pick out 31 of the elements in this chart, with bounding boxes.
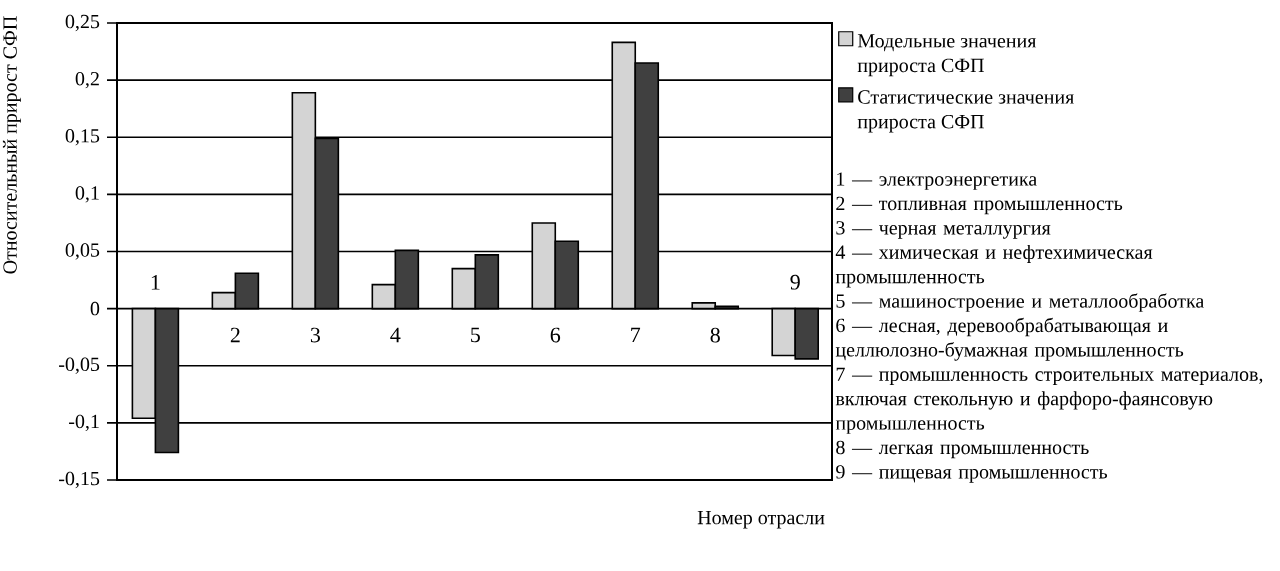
text: 3 — черная металлургия xyxy=(836,221,1051,239)
y-tick-label: -0,1 xyxy=(69,414,99,432)
text: 6 — лесная, деревообрабатывающая и целлюлозно-бумажная промышленность xyxy=(835,317,1184,361)
x-tick-label: 1 xyxy=(151,275,160,290)
text: 9 — пищевая промышленность xyxy=(836,465,1108,483)
text: 5 — машиностроение и металлообработка xyxy=(836,293,1205,312)
text: 7 — промышленность строительных материалов, включая стекольную и фарфоро-фаянсовую промышленность xyxy=(835,367,1263,434)
x-tick-label: 2 xyxy=(230,327,240,343)
text: 8 — легкая промышленность xyxy=(836,440,1089,459)
text: 1 — электроэнергетика xyxy=(837,172,1037,190)
x-tick-label: 6 xyxy=(550,327,561,343)
x-axis-title: Номер отрасли xyxy=(697,511,825,529)
x-tick-label: 8 xyxy=(710,327,720,343)
x-tick-label: 4 xyxy=(390,327,401,343)
y-tick-label: -0,15 xyxy=(59,471,100,489)
y-tick-label: 0,05 xyxy=(65,243,100,260)
y-tick-label: 0,2 xyxy=(75,71,99,89)
text: 4 — химическая и нефтехимическая промышленность xyxy=(835,244,1153,288)
y-axis-title: Относительный прирост СФП xyxy=(2,16,21,274)
y-tick-label: 0,25 xyxy=(65,14,100,32)
x-tick-label: 7 xyxy=(631,327,641,343)
x-tick-label: 9 xyxy=(790,274,800,290)
x-tick-label: 5 xyxy=(471,327,480,343)
y-tick-label: 0,15 xyxy=(65,129,100,146)
y-tick-label: -0,05 xyxy=(59,357,100,374)
legend-label: Статистические значения прироста СФП xyxy=(857,90,1074,133)
legend-label: Модельные значения прироста СФП xyxy=(857,34,1037,77)
y-tick-label: 0 xyxy=(90,301,100,316)
x-tick-label: 3 xyxy=(310,327,320,343)
text: 2 — топливная промышленность xyxy=(836,196,1123,215)
y-tick-label: 0,1 xyxy=(75,186,99,203)
